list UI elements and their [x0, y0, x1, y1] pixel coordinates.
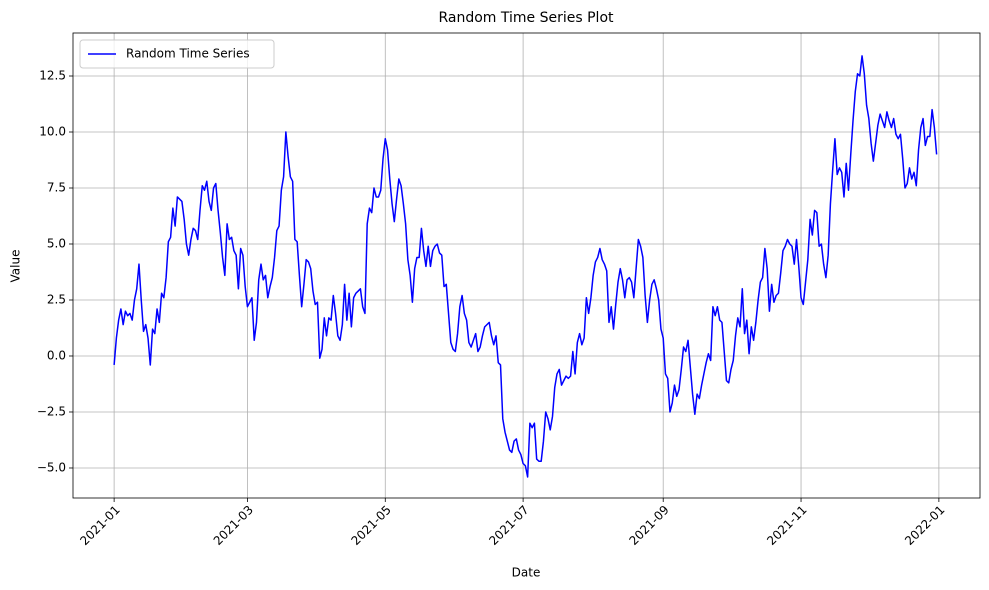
- y-tick-label: 2.5: [47, 292, 66, 306]
- plot-area: [113, 55, 938, 478]
- x-axis-label: Date: [512, 566, 541, 580]
- y-tick-label: 10.0: [39, 125, 66, 139]
- y-tick-label: −5.0: [37, 460, 66, 474]
- y-axis-label: Value: [9, 250, 23, 283]
- chart-title: Random Time Series Plot: [438, 10, 614, 26]
- data-line: [113, 55, 938, 478]
- legend-label: Random Time Series: [126, 47, 250, 61]
- axes-frame: [72, 32, 981, 499]
- y-tick-label: −2.5: [37, 404, 66, 418]
- y-tick-label: 5.0: [47, 236, 66, 250]
- y-tick-label: 7.5: [47, 181, 66, 195]
- grid: [73, 33, 980, 498]
- legend: Random Time Series: [79, 39, 275, 69]
- legend-box: [79, 39, 275, 69]
- y-tick-label: 12.5: [39, 69, 66, 83]
- y-tick-label: 0.0: [47, 348, 66, 362]
